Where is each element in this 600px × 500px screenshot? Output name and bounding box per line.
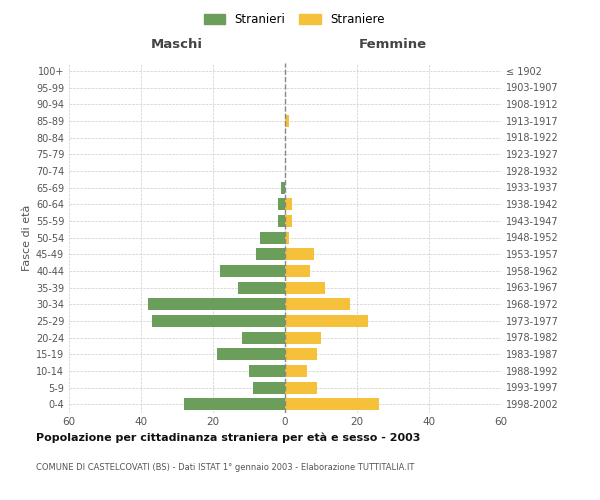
Y-axis label: Fasce di età: Fasce di età (22, 204, 32, 270)
Bar (278, 215, 285, 227)
Bar (285, 282, 325, 294)
Bar (217, 348, 285, 360)
Bar (285, 232, 289, 243)
Bar (285, 332, 321, 344)
Bar (238, 282, 285, 294)
Bar (285, 215, 292, 227)
Bar (260, 232, 285, 243)
Bar (220, 265, 285, 277)
Bar (148, 298, 285, 310)
Text: Femmine: Femmine (359, 38, 427, 51)
Bar (285, 198, 292, 210)
Bar (242, 332, 285, 344)
Bar (152, 315, 285, 327)
Text: COMUNE DI CASTELCOVATI (BS) - Dati ISTAT 1° gennaio 2003 - Elaborazione TUTTITAL: COMUNE DI CASTELCOVATI (BS) - Dati ISTAT… (36, 462, 415, 471)
Bar (281, 182, 285, 194)
Bar (256, 248, 285, 260)
Bar (253, 382, 285, 394)
Bar (249, 365, 285, 377)
Bar (285, 298, 350, 310)
Bar (285, 382, 317, 394)
Bar (285, 398, 379, 410)
Bar (285, 115, 289, 127)
Text: Popolazione per cittadinanza straniera per età e sesso - 2003: Popolazione per cittadinanza straniera p… (36, 432, 421, 443)
Legend: Stranieri, Straniere: Stranieri, Straniere (199, 8, 389, 31)
Bar (285, 348, 317, 360)
Text: Maschi: Maschi (151, 38, 203, 51)
Bar (285, 365, 307, 377)
Bar (285, 315, 368, 327)
Bar (184, 398, 285, 410)
Bar (285, 248, 314, 260)
Bar (285, 265, 310, 277)
Bar (278, 198, 285, 210)
